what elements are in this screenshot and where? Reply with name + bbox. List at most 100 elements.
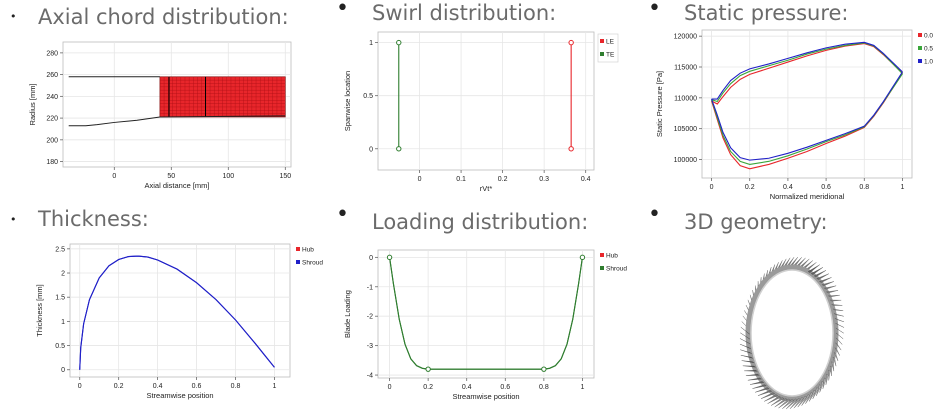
swirl-ytick-label: 0.5 <box>363 93 373 100</box>
loading-ytick-label: 0 <box>369 255 373 262</box>
pressure-xtick-label: 0 <box>710 184 714 191</box>
axial-ytick-label: 240 <box>46 94 58 101</box>
swirl-xtick-label: 0.3 <box>539 176 549 183</box>
axial-ytick-label: 200 <box>46 137 58 144</box>
thickness-xtick-label: 0.6 <box>192 383 202 390</box>
3d-blade <box>832 304 843 305</box>
thickness-ylabel: Thickness [mm] <box>35 284 44 337</box>
loading-marker <box>387 255 391 259</box>
pressure-ytick-label: 115000 <box>674 65 697 72</box>
swirl-marker <box>569 147 573 151</box>
loading-ytick-label: -1 <box>367 284 373 291</box>
swirl-ytick-label: 1 <box>369 40 373 47</box>
loading-xtick-label: 0 <box>388 384 392 391</box>
axial-ytick-label: 280 <box>46 50 58 57</box>
3d-blade <box>826 374 828 385</box>
loading-ytick-label: -3 <box>367 343 373 350</box>
pressure-legend-swatch <box>918 59 922 63</box>
thickness-xtick-label: 0.2 <box>114 383 124 390</box>
3d-ring-highlight <box>751 270 833 396</box>
thickness-ytick-label: 1.5 <box>55 295 65 302</box>
thickness-ytick-label: 2.5 <box>55 246 65 253</box>
thickness-legend-label: Shroud <box>302 260 323 267</box>
axial-xtick-label: 0 <box>112 173 116 180</box>
axial-xtick-label: 50 <box>167 173 175 180</box>
swirl-plot-frame <box>378 32 594 170</box>
3d-blade <box>744 370 757 371</box>
loading-legend-label: Hub <box>606 253 618 260</box>
pressure-xtick-label: 0.4 <box>783 184 793 191</box>
thickness-ytick-label: 2 <box>61 271 65 278</box>
thickness-xtick-label: 0 <box>78 383 82 390</box>
axial-xtick-label: 150 <box>279 173 291 180</box>
loading-xtick-label: 0.6 <box>500 384 510 391</box>
loading-xtick-label: 0.2 <box>423 384 433 391</box>
thickness-ytick-label: 0.5 <box>55 343 65 350</box>
3d-blade <box>746 374 759 376</box>
swirl-marker <box>397 147 401 151</box>
loading-marker <box>580 255 584 259</box>
loading-marker <box>542 367 546 371</box>
loading-ylabel: Blade Loading <box>343 290 352 338</box>
thickness-legend-swatch <box>296 247 300 251</box>
pressure-ylabel: Static Pressure [Pa] <box>655 71 664 137</box>
axial-ytick-label: 260 <box>46 72 58 79</box>
3d-blade <box>764 394 777 401</box>
loading-legend-swatch <box>600 253 604 257</box>
swirl-ylabel: Spanwise location <box>343 71 352 131</box>
loading-ytick-label: -2 <box>367 314 373 321</box>
3d-blade <box>743 366 756 367</box>
pressure-legend-label: 1.0 <box>924 59 933 66</box>
loading-marker <box>426 367 430 371</box>
swirl-marker <box>569 40 573 44</box>
loading-ytick-label: -4 <box>367 373 373 380</box>
loading-xlabel: Streamwise position <box>452 392 519 401</box>
pressure-ytick-label: 110000 <box>674 95 697 102</box>
pressure-xtick-label: 0.6 <box>821 184 831 191</box>
loading-xtick-label: 1 <box>580 384 584 391</box>
3d-blade <box>828 370 830 380</box>
swirl-marker <box>397 40 401 44</box>
swirl-xtick-label: 0.1 <box>456 176 466 183</box>
swirl-legend-swatch <box>600 39 604 43</box>
thickness-legend-label: Hub <box>302 247 314 254</box>
pressure-xtick-label: 1 <box>901 184 905 191</box>
pressure-legend-label: 0.5 <box>924 46 933 53</box>
swirl-xtick-label: 0 <box>418 176 422 183</box>
pressure-xtick-label: 0.2 <box>745 184 755 191</box>
thickness-ytick-label: 1 <box>61 319 65 326</box>
axial-ylabel: Radius [mm] <box>28 83 37 125</box>
pressure-ytick-label: 105000 <box>674 126 697 133</box>
pressure-xtick-label: 0.8 <box>859 184 869 191</box>
3d-blade <box>830 300 841 301</box>
pressure-ytick-label: 100000 <box>674 157 697 164</box>
thickness-xlabel: Streamwise position <box>146 391 213 400</box>
loading-xtick-label: 0.4 <box>462 384 472 391</box>
pressure-legend-swatch <box>918 46 922 50</box>
swirl-legend-label: TE <box>606 52 615 59</box>
3d-geometry-ring <box>740 257 844 409</box>
charts-canvas: 0 50 100 150180200220240260280Axial distanc… <box>0 0 940 417</box>
pressure-xlabel: Normalized meridional <box>770 192 845 201</box>
pressure-legend-label: 0.0 <box>924 33 933 40</box>
pressure-legend-swatch <box>918 33 922 37</box>
thickness-plot-frame <box>70 244 290 377</box>
thickness-ytick-label: 0 <box>61 367 65 374</box>
swirl-xlabel: rVt* <box>480 184 493 193</box>
loading-xtick-label: 0.8 <box>539 384 549 391</box>
axial-xtick-label: 100 <box>222 173 234 180</box>
3d-blade <box>808 265 820 273</box>
thickness-xtick-label: 0.4 <box>153 383 163 390</box>
swirl-xtick-label: 0.4 <box>581 176 591 183</box>
axial-xlabel: Axial distance [mm] <box>144 181 209 190</box>
axial-ytick-label: 220 <box>46 116 58 123</box>
thickness-xtick-label: 0.8 <box>231 383 241 390</box>
swirl-xtick-label: 0.2 <box>498 176 508 183</box>
loading-legend-swatch <box>600 266 604 270</box>
swirl-legend-swatch <box>600 52 604 56</box>
pressure-ytick-label: 120000 <box>674 34 697 41</box>
axial-ytick-label: 180 <box>46 159 58 166</box>
swirl-ytick-label: 0 <box>369 146 373 153</box>
loading-legend-label: Shroud <box>606 266 627 273</box>
thickness-legend-swatch <box>296 260 300 264</box>
